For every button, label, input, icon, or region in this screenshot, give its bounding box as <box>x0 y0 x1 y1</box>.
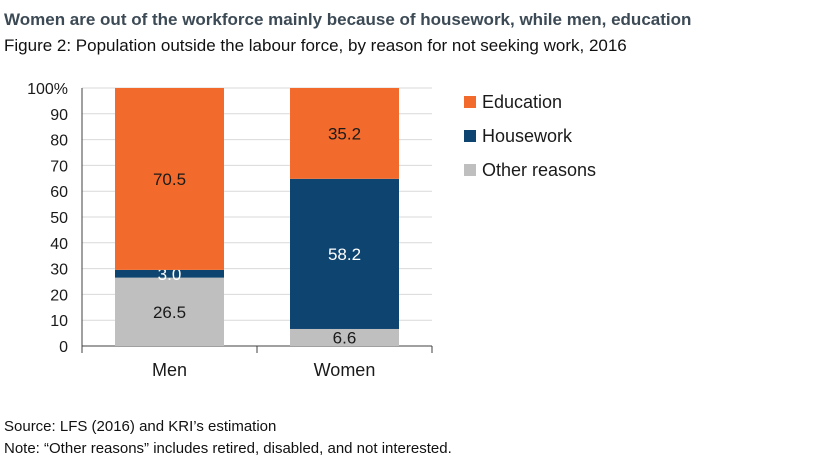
source-note: Source: LFS (2016) and KRI’s estimation <box>4 418 277 435</box>
footnote: Note: “Other reasons” includes retired, … <box>4 440 452 457</box>
y-tick-label: 100% <box>27 81 68 98</box>
y-tick-label: 40 <box>50 236 68 253</box>
y-tick-label: 70 <box>50 158 68 175</box>
data-label: 26.5 <box>153 303 186 322</box>
chart-subtitle: Figure 2: Population outside the labour … <box>4 36 627 55</box>
y-tick-label: 30 <box>50 262 68 279</box>
bar-segment-education <box>290 88 399 179</box>
y-tick-label: 20 <box>50 287 68 304</box>
chart-headline: Women are out of the workforce mainly be… <box>4 10 692 29</box>
x-tick-label: Women <box>314 360 376 380</box>
bar-segment-education <box>115 88 224 270</box>
legend-swatch <box>464 130 476 142</box>
data-label: 58.2 <box>328 245 361 264</box>
y-tick-label: 90 <box>50 107 68 124</box>
x-tick-label: Men <box>152 360 187 380</box>
data-label: 70.5 <box>153 170 186 189</box>
bar-segment-other-reasons <box>115 277 224 346</box>
y-tick-label: 0 <box>59 339 68 356</box>
y-tick-label: 10 <box>50 313 68 330</box>
bar-segment-housework <box>115 269 224 278</box>
legend-label: Other reasons <box>482 160 596 180</box>
legend-swatch <box>464 96 476 108</box>
bar-segment-housework <box>290 178 399 329</box>
legend-label: Education <box>482 92 562 112</box>
y-tick-label: 80 <box>50 133 68 150</box>
bar-segment-other-reasons <box>290 328 399 346</box>
y-tick-label: 60 <box>50 184 68 201</box>
legend-label: Housework <box>482 126 573 146</box>
data-label: 6.6 <box>333 328 357 347</box>
y-tick-label: 50 <box>50 210 68 227</box>
legend-swatch <box>464 164 476 176</box>
data-label: 35.2 <box>328 124 361 143</box>
